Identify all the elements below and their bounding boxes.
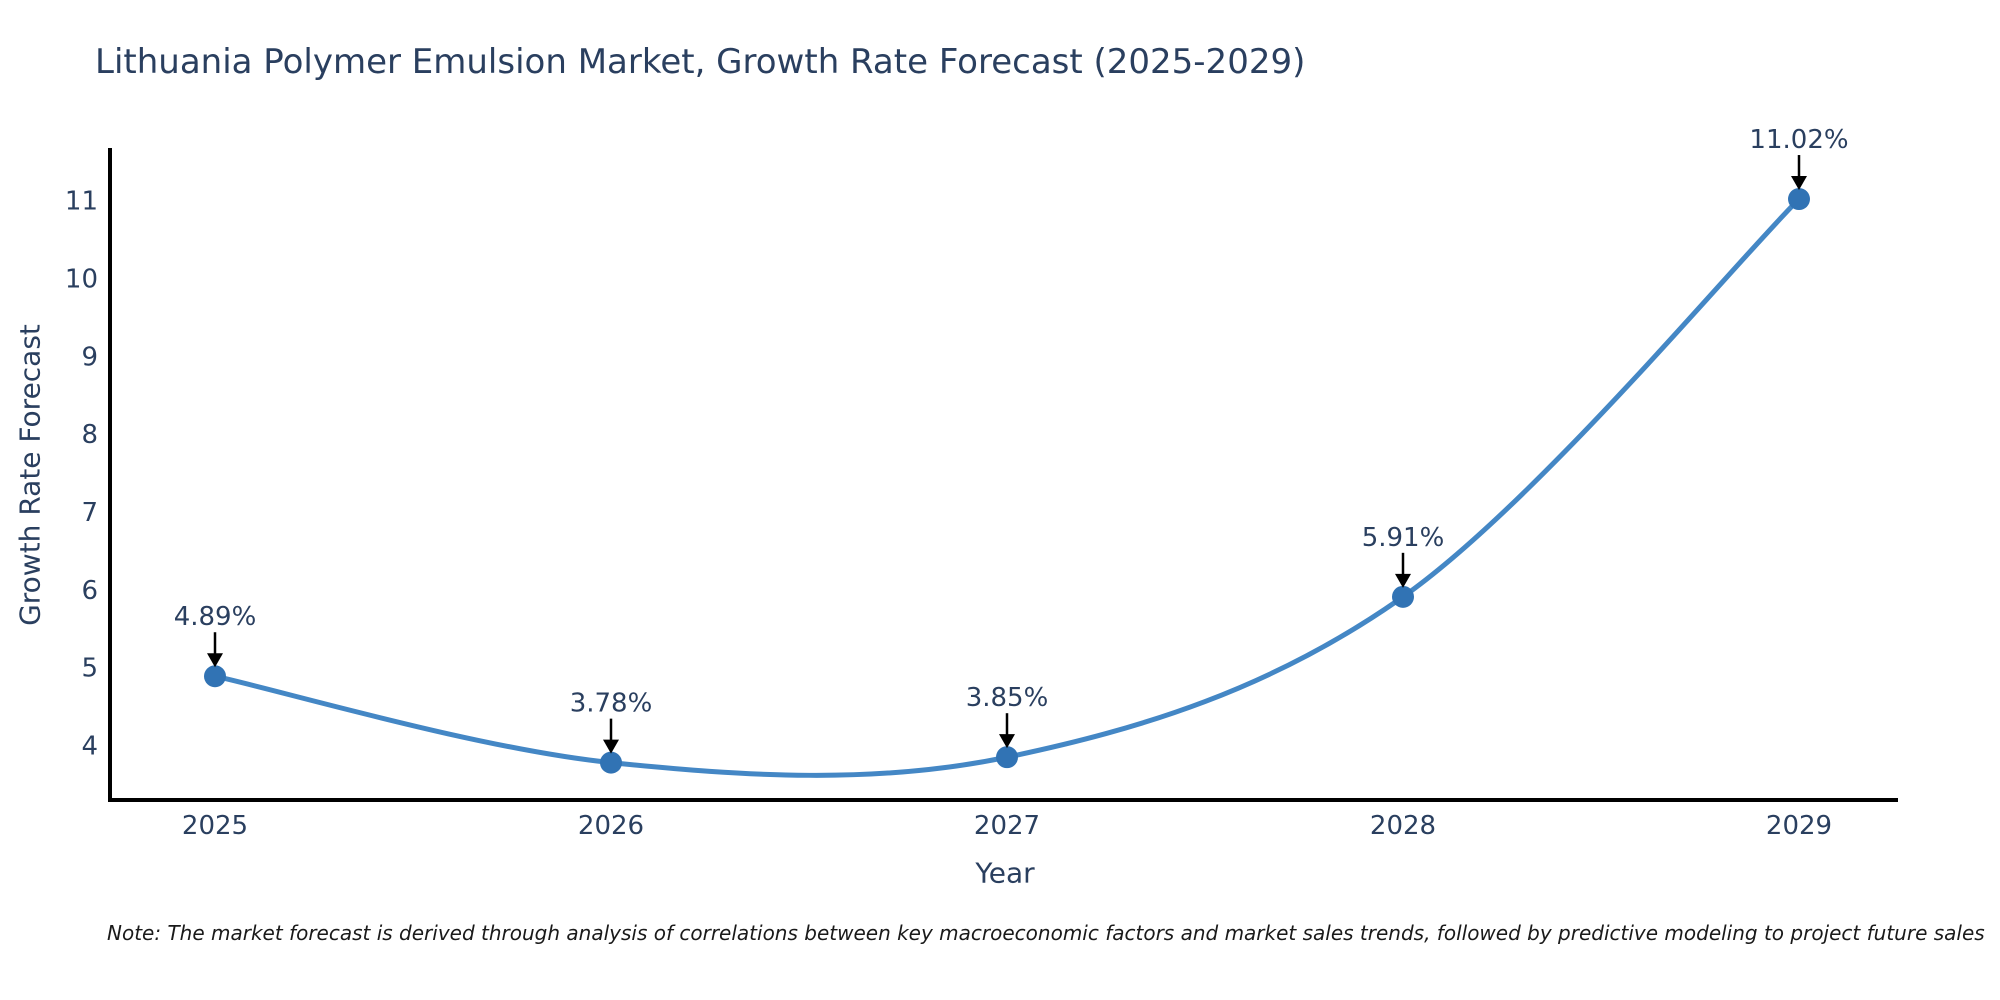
x-axis-title: Year xyxy=(975,856,1035,890)
y-tick-label: 11 xyxy=(65,187,98,217)
y-tick-label: 8 xyxy=(81,420,98,450)
point-annotation-label: 11.02% xyxy=(1749,125,1848,155)
data-point xyxy=(600,751,622,774)
x-tick-label: 2025 xyxy=(182,811,248,841)
annotation-arrowhead-icon xyxy=(1395,573,1411,588)
point-annotation-label: 3.85% xyxy=(966,683,1049,713)
annotation-arrowhead-icon xyxy=(207,653,223,668)
y-tick-label: 9 xyxy=(81,342,98,372)
point-annotation-label: 5.91% xyxy=(1362,523,1445,553)
y-tick-label: 4 xyxy=(81,732,98,762)
annotation-arrowhead-icon xyxy=(603,739,619,754)
y-tick-label: 5 xyxy=(81,654,98,684)
annotation-arrowhead-icon xyxy=(1791,176,1807,191)
x-tick-label: 2027 xyxy=(974,811,1040,841)
chart-title: Lithuania Polymer Emulsion Market, Growt… xyxy=(95,42,1306,82)
y-tick-label: 6 xyxy=(81,576,98,606)
point-annotation-label: 4.89% xyxy=(174,602,257,632)
data-point xyxy=(1788,188,1810,211)
y-tick-label: 10 xyxy=(65,264,98,294)
annotation-arrowhead-icon xyxy=(999,734,1015,749)
chart-footnote: Note: The market forecast is derived thr… xyxy=(107,921,1985,945)
x-tick-label: 2029 xyxy=(1766,811,1832,841)
data-point xyxy=(996,746,1018,769)
y-tick-label: 7 xyxy=(81,498,98,528)
y-axis-title: Growth Rate Forecast xyxy=(13,324,47,626)
x-tick-label: 2026 xyxy=(578,811,644,841)
data-point xyxy=(1392,585,1414,608)
x-tick-label: 2028 xyxy=(1370,811,1436,841)
data-point xyxy=(204,665,226,688)
point-annotation-label: 3.78% xyxy=(570,689,653,719)
forecast-line xyxy=(212,196,1802,778)
